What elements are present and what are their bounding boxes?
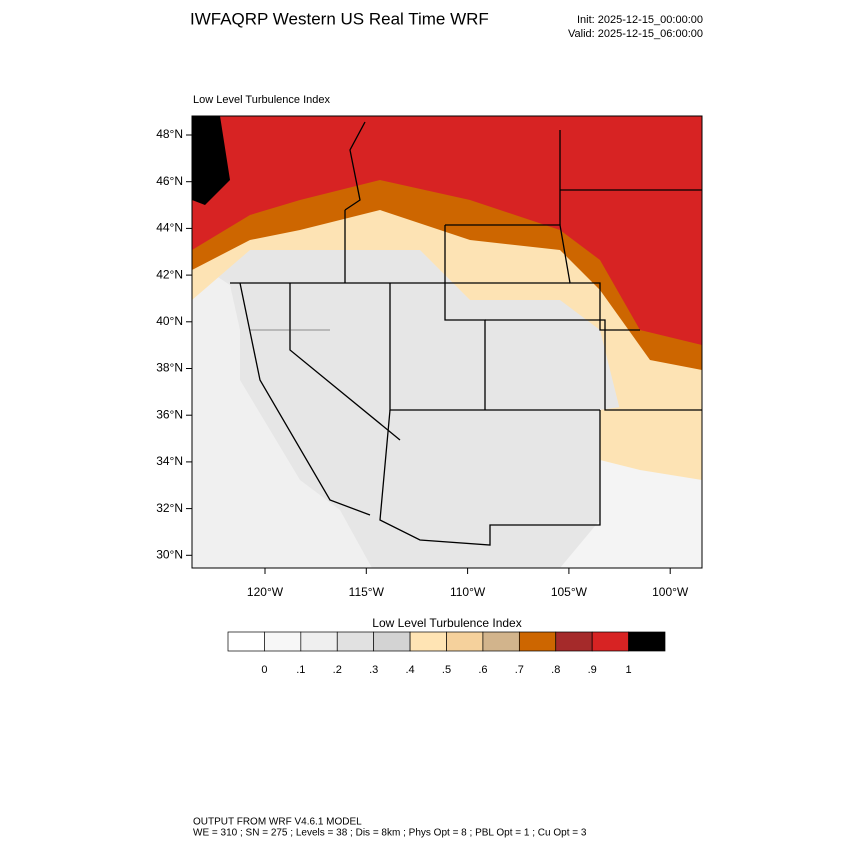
colorbar-box bbox=[591, 631, 629, 652]
colorbar-box bbox=[555, 631, 593, 652]
lat-label: 42°N bbox=[156, 267, 183, 281]
map-title: Low Level Turbulence Index bbox=[193, 94, 330, 106]
footer-line: OUTPUT FROM WRF V4.6.1 MODEL bbox=[193, 817, 362, 828]
colorbar-title: Low Level Turbulence Index bbox=[372, 616, 521, 630]
lat-label: 30°N bbox=[156, 547, 183, 561]
lon-label: 105°W bbox=[551, 585, 588, 599]
lat-label: 40°N bbox=[156, 314, 183, 328]
lat-label: 38°N bbox=[156, 361, 183, 375]
colorbar-label: .2 bbox=[333, 664, 342, 676]
colorbar-box bbox=[518, 631, 557, 652]
colorbar-label: 1 bbox=[626, 664, 632, 676]
colorbar-box bbox=[373, 631, 411, 652]
colorbar-label: .9 bbox=[588, 664, 597, 676]
init-time: Init: 2025-12-15_00:00:00 bbox=[577, 14, 703, 26]
lon-label: 100°W bbox=[652, 585, 689, 599]
footer-line: WE = 310 ; SN = 275 ; Levels = 38 ; Dis … bbox=[193, 828, 587, 839]
lat-label: 48°N bbox=[156, 127, 183, 141]
colorbar-label: .7 bbox=[515, 664, 524, 676]
lon-label: 120°W bbox=[247, 585, 284, 599]
colorbar-label: .6 bbox=[478, 664, 487, 676]
colorbar-box bbox=[628, 631, 666, 652]
page-title: IWFAQRP Western US Real Time WRF bbox=[190, 9, 489, 28]
lat-label: 34°N bbox=[156, 454, 183, 468]
colorbar-box bbox=[482, 631, 520, 652]
colorbar-box bbox=[409, 631, 447, 652]
colorbar-box bbox=[227, 631, 265, 652]
lat-label: 44°N bbox=[156, 221, 183, 235]
colorbar-box bbox=[264, 631, 302, 652]
lon-label: 110°W bbox=[450, 585, 486, 599]
lat-label: 46°N bbox=[156, 174, 183, 188]
lat-label: 32°N bbox=[156, 501, 183, 515]
colorbar-box bbox=[300, 631, 338, 652]
map-frame bbox=[191, 115, 703, 569]
colorbar-label: .4 bbox=[405, 664, 414, 676]
colorbar-box bbox=[336, 631, 375, 652]
lon-label: 115°W bbox=[349, 585, 385, 599]
colorbar-label: .1 bbox=[296, 664, 305, 676]
valid-time: Valid: 2025-12-15_06:00:00 bbox=[568, 28, 703, 40]
lat-label: 36°N bbox=[156, 407, 183, 421]
colorbar-label: .5 bbox=[442, 664, 451, 676]
colorbar-label: .8 bbox=[551, 664, 560, 676]
colorbar-label: .3 bbox=[369, 664, 378, 676]
colorbar-label: 0 bbox=[261, 664, 267, 676]
colorbar-box bbox=[446, 631, 484, 652]
map-field bbox=[192, 116, 702, 568]
